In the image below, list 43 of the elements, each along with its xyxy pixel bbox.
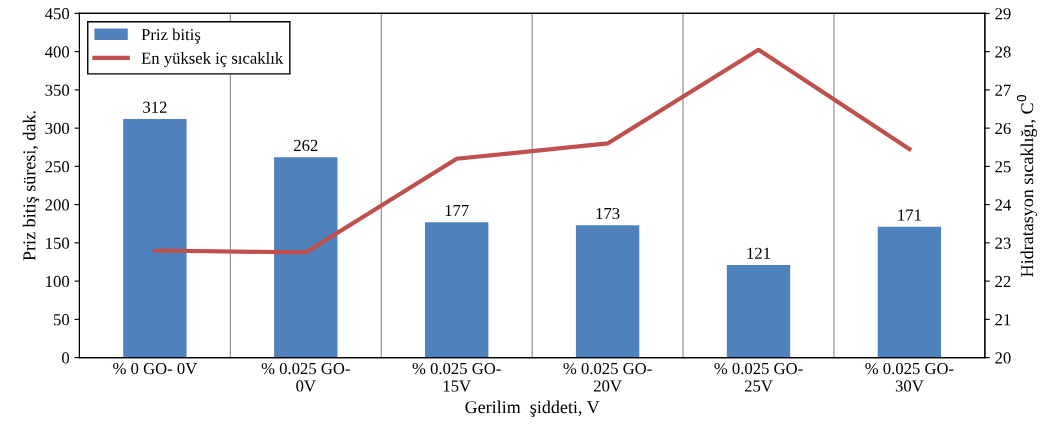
y2-tick-label: 21 [995,314,1011,326]
y2-tick-label: 26 [995,122,1011,135]
y-tick-label: 300 [45,122,70,135]
y-tick-label: 250 [45,161,70,173]
data-label: 312 [143,101,167,113]
y2-tick-label: 28 [995,46,1011,58]
x-tick-label: % 0.025 GO- 25V [714,362,803,392]
data-label: 171 [898,209,921,221]
y-axis-title: Priz bitiş süresi, dak. [22,111,40,261]
y2-tick-label: 24 [995,199,1011,211]
y-tick-label: 450 [45,8,70,20]
y2-tick-label: 27 [995,84,1011,96]
y-tick-label: 100 [46,275,70,288]
x-axis-title: Gerilim şiddeti, V [465,400,600,417]
legend-label: Priz bitiş [141,28,201,44]
y-tick-label: 200 [45,199,70,211]
bar [877,226,942,358]
x-tick-label: % 0.025 GO- 0V [261,362,350,392]
bar [123,118,187,358]
y2-tick-label: 22 [995,275,1011,287]
x-tick-label: % 0.025 GO- 30V [865,362,954,392]
y-tick-label: 400 [45,46,70,58]
data-label: 262 [294,139,318,152]
x-tick-label: % 0.025 GO- 20V [563,362,652,392]
y2-tick-label: 29 [995,8,1011,20]
y-tick-label: 350 [45,84,70,96]
y2-tick-label: 25 [995,161,1011,173]
x-tick-label: % 0 GO- 0V [113,362,198,375]
y-tick-label: 50 [54,314,70,326]
bar [726,265,791,358]
y-tick-label: 150 [46,237,70,249]
y-tick-label: 0 [62,352,70,364]
y2-axis-title: Hidratasyon sıcaklığı, C$^{0}$ [1016,95,1037,277]
y2-tick-label: 20 [995,352,1011,364]
legend-label: En yüksek iç sıcaklık [141,52,284,68]
bar [575,225,640,358]
bar [274,157,338,358]
x-tick-label: % 0.025 GO- 15V [412,362,501,392]
y2-tick-label: 23 [995,237,1011,249]
data-label: 121 [747,247,771,259]
bar [425,222,489,358]
data-label: 173 [596,207,620,220]
data-label: 177 [445,204,469,216]
